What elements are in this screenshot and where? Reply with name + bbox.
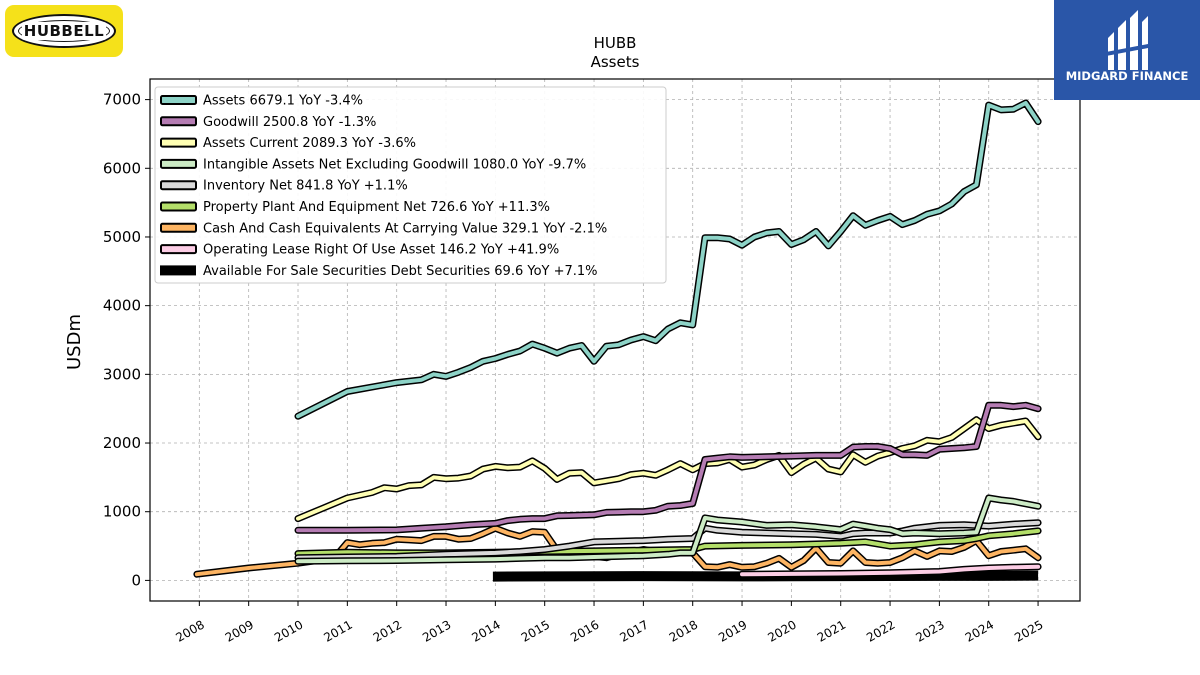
series-line bbox=[296, 403, 1041, 533]
x-tick-label: 2009 bbox=[223, 617, 256, 644]
legend-item: Inventory Net 841.8 YoY +1.1% bbox=[160, 179, 408, 194]
chart-subtitle: Assets bbox=[591, 53, 640, 71]
legend-label: Intangible Assets Net Excluding Goodwill… bbox=[203, 157, 586, 172]
series-assets-current bbox=[294, 416, 1042, 523]
x-tick-label: 2013 bbox=[420, 617, 453, 644]
legend-swatch bbox=[160, 137, 197, 148]
hubbell-logo-text: HUBBELL bbox=[21, 22, 107, 40]
y-axis: 0 1000 2000 3000 4000 5000 6000 7000 bbox=[103, 91, 150, 589]
legend-label: Property Plant And Equipment Net 726.6 Y… bbox=[203, 200, 550, 215]
series-line bbox=[296, 417, 1041, 521]
legend-swatch bbox=[160, 95, 197, 105]
y-tick-label: 7000 bbox=[103, 91, 141, 109]
legend-swatch bbox=[160, 116, 197, 127]
x-tick-label: 2016 bbox=[568, 617, 601, 644]
plot-series bbox=[193, 99, 1042, 582]
legend-item: Property Plant And Equipment Net 726.6 Y… bbox=[160, 200, 550, 215]
series-line bbox=[296, 101, 1041, 419]
midgard-finance-logo: MIDGARD FINANCE bbox=[1054, 0, 1200, 100]
y-tick-label: 1000 bbox=[103, 503, 141, 521]
legend-item: Operating Lease Right Of Use Asset 146.2… bbox=[160, 243, 559, 258]
legend-label: Inventory Net 841.8 YoY +1.1% bbox=[203, 179, 408, 194]
x-tick-label: 2024 bbox=[963, 617, 996, 644]
x-tick-label: 2015 bbox=[519, 617, 552, 644]
x-axis: 2008 2009 2010 2011 2012 2013 2014 2015 2016 2017… bbox=[173, 601, 1046, 645]
series-line bbox=[740, 564, 1041, 577]
x-tick-label: 2017 bbox=[617, 617, 650, 644]
x-tick-label: 2012 bbox=[371, 617, 404, 644]
y-tick-label: 4000 bbox=[103, 297, 141, 315]
legend-label: Assets 6679.1 YoY -3.4% bbox=[203, 94, 363, 109]
x-tick-label: 2020 bbox=[765, 617, 798, 644]
series-operating-lease-right-of-use-asset bbox=[738, 563, 1042, 578]
legend-item: Goodwill 2500.8 YoY -1.3% bbox=[160, 115, 376, 130]
x-tick-label: 2018 bbox=[667, 617, 700, 644]
legend-swatch bbox=[160, 158, 197, 169]
legend-item: Cash And Cash Equivalents At Carrying Va… bbox=[160, 221, 607, 236]
legend-swatch bbox=[160, 180, 197, 191]
x-tick-label: 2014 bbox=[469, 617, 502, 644]
legend-swatch bbox=[160, 201, 197, 212]
y-tick-label: 5000 bbox=[103, 228, 141, 246]
x-tick-label: 2025 bbox=[1012, 617, 1045, 644]
legend-swatch bbox=[160, 222, 197, 233]
series-inventory-net bbox=[294, 519, 1042, 562]
x-tick-label: 2011 bbox=[321, 617, 354, 644]
y-tick-label: 3000 bbox=[103, 365, 141, 383]
legend-item: Intangible Assets Net Excluding Goodwill… bbox=[160, 157, 586, 172]
series-intangible-assets-net-excluding-goodwill bbox=[294, 494, 1042, 565]
x-tick-label: 2021 bbox=[815, 617, 848, 644]
legend-item: Assets Current 2089.3 YoY -3.6% bbox=[160, 136, 416, 151]
legend-box bbox=[154, 86, 667, 284]
plot-frame bbox=[149, 78, 1081, 602]
x-tick-label: 2022 bbox=[864, 617, 897, 644]
legend: Assets 6679.1 YoY -3.4% Goodwill 2500.8 Y… bbox=[154, 86, 667, 284]
legend-item: Assets 6679.1 YoY -3.4% bbox=[160, 94, 363, 109]
series-line bbox=[296, 496, 1041, 564]
legend-label: Cash And Cash Equivalents At Carrying Va… bbox=[203, 221, 607, 236]
legend-swatch bbox=[160, 244, 197, 255]
legend-label: Goodwill 2500.8 YoY -1.3% bbox=[203, 115, 376, 130]
y-tick-label: 0 bbox=[131, 571, 141, 589]
hubbell-logo-mark: HUBBELL bbox=[12, 14, 116, 48]
chart-title: HUBB bbox=[594, 34, 637, 52]
y-tick-label: 2000 bbox=[103, 434, 141, 452]
legend-label: Assets Current 2089.3 YoY -3.6% bbox=[203, 136, 416, 151]
hubbell-logo: HUBBELL bbox=[5, 5, 123, 57]
y-tick-label: 6000 bbox=[103, 159, 141, 177]
midgard-logo-mark bbox=[1106, 10, 1148, 70]
y-axis-label: USDm bbox=[64, 314, 85, 370]
x-tick-label: 2023 bbox=[913, 617, 946, 644]
x-tick-label: 2010 bbox=[272, 617, 305, 644]
legend-swatch bbox=[160, 265, 196, 276]
legend-item: Available For Sale Securities Debt Secur… bbox=[160, 264, 598, 279]
x-tick-label: 2008 bbox=[173, 617, 206, 644]
series-goodwill bbox=[294, 401, 1042, 534]
midgard-logo-text: MIDGARD FINANCE bbox=[1065, 69, 1189, 83]
legend-label: Available For Sale Securities Debt Secur… bbox=[203, 264, 598, 279]
series-assets bbox=[294, 99, 1042, 420]
series-line bbox=[296, 520, 1041, 560]
legend-label: Operating Lease Right Of Use Asset 146.2… bbox=[203, 243, 559, 258]
x-tick-label: 2019 bbox=[716, 617, 749, 644]
